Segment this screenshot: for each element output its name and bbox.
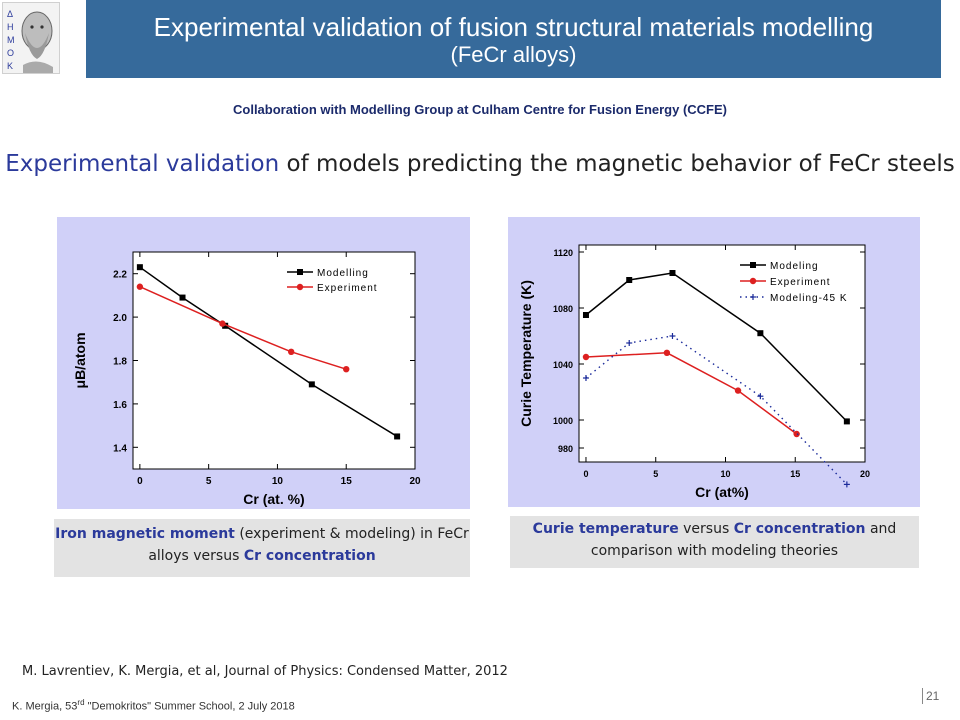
legend-marker [297,269,303,275]
slide-subtitle: (FeCr alloys) [450,42,577,67]
legend-label: Modeling-45 K [770,293,847,304]
footer: K. Mergia, 53rd "Demokritos" Summer Scho… [12,698,295,713]
data-point [582,353,590,361]
data-point [219,320,226,327]
y-tick-label: 2.2 [113,270,127,281]
y-axis-label: Curie Temperature (K) [518,280,534,427]
data-point [222,322,229,329]
data-point [394,433,401,440]
series-line [139,286,347,370]
y-tick-label: 1.8 [113,357,127,368]
headline-highlight: Experimental validation [5,151,280,177]
x-tick-label: 5 [206,476,212,487]
caption-right-part2: versus [678,521,734,537]
data-point [308,381,315,388]
data-point [179,294,186,301]
caption-left-part2: (experiment & modeling) in FeCr alloys v… [148,526,469,564]
caption-left-part1: Iron magnetic moment [55,526,235,542]
x-tick-label: 0 [583,469,588,479]
headline: Experimental validation of models predic… [0,151,960,177]
data-point [136,283,144,290]
x-axis-label: Cr (at. %) [243,491,304,507]
x-tick-label: 15 [790,469,800,479]
legend-label: Experiment [317,283,378,294]
legend-marker [296,283,304,291]
legend-label: Experiment [770,277,831,288]
data-point [343,365,350,373]
data-point [287,348,295,356]
y-tick-label: 2.0 [113,313,127,324]
y-tick-label: 1.4 [113,443,127,454]
legend-label: Modelling [317,268,369,279]
y-tick-label: 1080 [553,304,573,314]
magnetic-moment-chart: 0 5 10 15 20 1.4 1.6 1.8 2.0 2.2 Cr (at. %) μB/atom… [72,251,421,507]
data-point [626,277,633,283]
x-tick-label: 15 [341,476,353,487]
data-point [793,430,800,438]
y-tick-label: 1000 [553,416,573,426]
plot-area [132,251,416,470]
reference-text: M. Lavrentiev, K. Mergia, et al, Journal… [22,664,508,679]
svg-text:Η: Η [7,22,14,32]
series-line [585,352,798,435]
legend-marker [749,277,757,285]
data-point [663,349,671,356]
x-tick-label: 20 [860,469,870,479]
svg-text:Δ: Δ [7,9,13,19]
x-tick-label: 5 [653,469,658,479]
svg-text:Μ: Μ [7,35,15,45]
title-band: Experimental validation of fusion struct… [86,0,941,78]
footer-author: K. Mergia, 53 [12,700,78,713]
x-axis-label: Cr (at%) [695,484,749,500]
caption-left: Iron magnetic moment (experiment & model… [54,519,470,577]
y-tick-label: 1040 [553,360,573,370]
caption-right-part3: Cr concentration [733,521,866,537]
x-tick-label: 0 [137,476,143,487]
curie-temperature-chart: 0 5 10 15 20 980 1000 1040 1080 1120 Cr (at%) Curie… [518,244,870,500]
y-tick-label: 1120 [553,248,573,258]
caption-right-part4: and comparison with modeling theories [590,521,897,559]
democritus-logo-icon: Δ Η Μ Ο Κ [2,2,60,74]
y-axis-label: μB/atom [72,332,88,388]
data-point [582,312,589,318]
svg-text:Ο: Ο [7,48,14,58]
y-tick-label: 1.6 [113,400,127,411]
headline-rest: of models predicting the magnetic behavi… [279,151,955,177]
data-point [734,387,742,394]
svg-text:Κ: Κ [7,61,13,71]
collaboration-text: Collaboration with Modelling Group at Cu… [233,102,727,117]
slide-title: Experimental validation of fusion struct… [153,12,874,42]
caption-left-part3: Cr concentration [243,548,376,564]
data-point [669,270,676,276]
caption-right: Curie temperature versus Cr concentratio… [510,516,919,568]
chart-right-panel: 0 5 10 15 20 980 1000 1040 1080 1120 Cr (at%) Curie… [508,217,920,507]
caption-right-part1: Curie temperature [532,521,679,537]
x-tick-label: 10 [720,469,730,479]
footer-rest: "Demokritos" Summer School, 2 July 2018 [84,700,295,713]
legend-marker [750,262,756,268]
chart-left-panel: 0 5 10 15 20 1.4 1.6 1.8 2.0 2.2 Cr (at. %) μB/atom… [57,217,470,509]
x-tick-label: 20 [409,476,421,487]
footer-sup: rd [77,698,85,707]
x-tick-label: 10 [272,476,284,487]
data-point [757,330,764,337]
data-point [843,418,850,425]
page-number: 21 [922,688,939,704]
y-tick-label: 980 [558,444,573,454]
legend-label: Modeling [770,261,819,272]
data-point [136,264,143,271]
